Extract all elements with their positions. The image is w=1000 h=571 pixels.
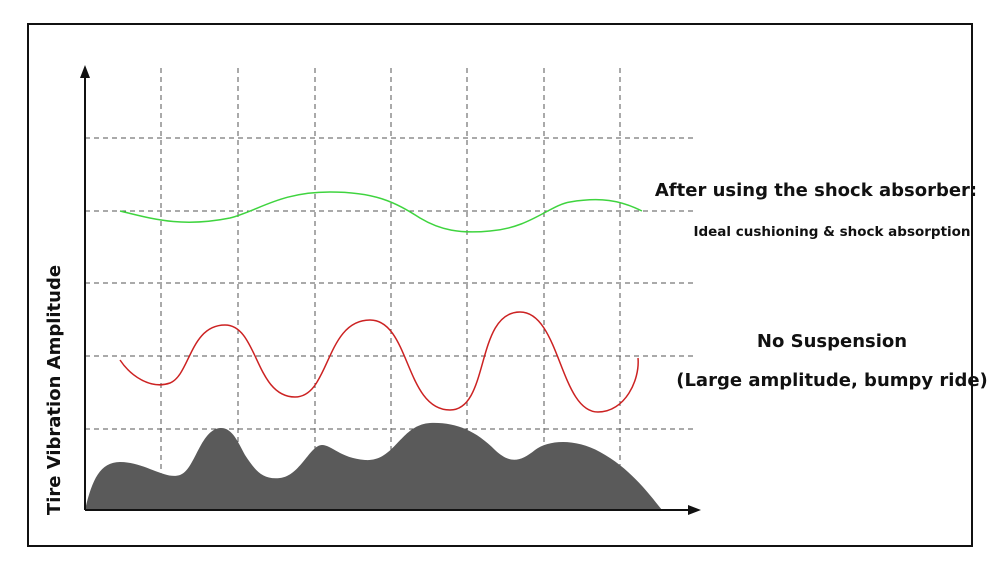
x-axis-arrow xyxy=(688,505,701,515)
undamped-title: No Suspension xyxy=(757,331,907,352)
damped-vibration-curve xyxy=(119,191,643,233)
grid xyxy=(85,68,695,510)
damped-subtitle: Ideal cushioning & shock absorption xyxy=(693,224,970,240)
road-terrain xyxy=(85,422,662,510)
undamped-vibration-curve xyxy=(119,311,639,413)
axes xyxy=(80,65,701,515)
y-axis-label: Tire Vibration Amplitude xyxy=(44,265,65,515)
damped-title: After using the shock absorber: xyxy=(655,180,977,201)
frame xyxy=(27,23,973,547)
y-axis-arrow xyxy=(80,65,90,78)
undamped-subtitle: (Large amplitude, bumpy ride) xyxy=(676,370,988,391)
